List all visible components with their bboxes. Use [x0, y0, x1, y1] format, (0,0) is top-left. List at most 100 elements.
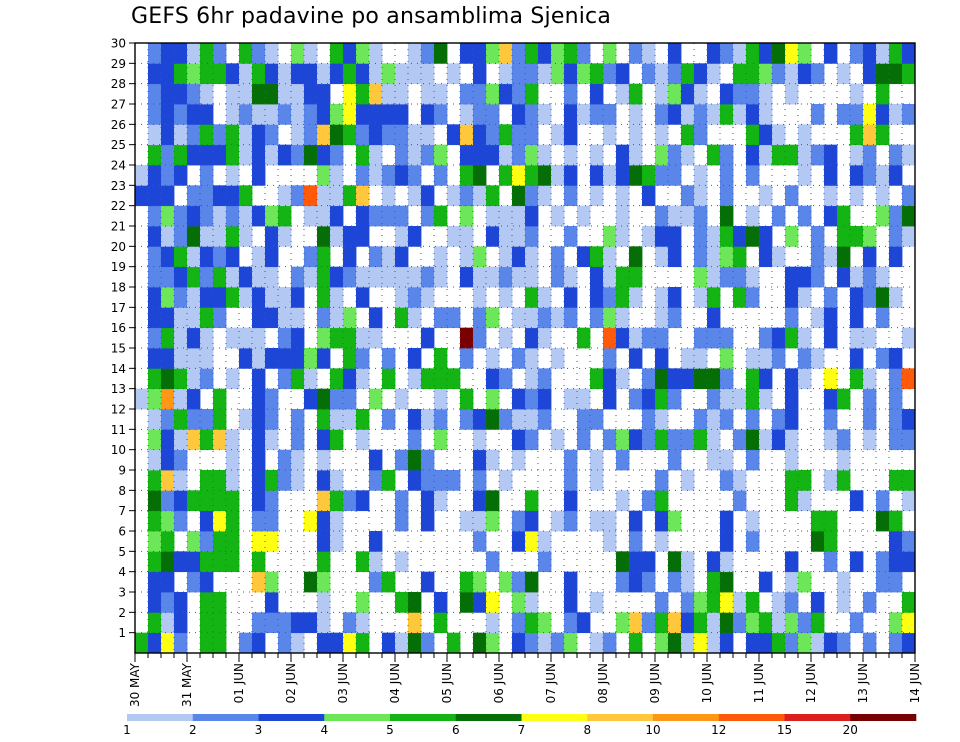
heatmap-cell-member-9-step-12: [291, 470, 305, 491]
colorbar-swatch-10: [718, 714, 785, 721]
heatmap-cell-member-29-step-26: [473, 63, 487, 85]
heatmap-cell-member-7-step-41: [668, 510, 682, 532]
heatmap-cell-member-1-step-1: [148, 632, 162, 654]
heatmap-cell-member-8-step-17: [356, 490, 370, 512]
heatmap-cell-member-4-step-2: [161, 571, 175, 593]
heatmap-cell-member-18-step-6: [213, 287, 227, 308]
heatmap-cell-member-19-step-17: [356, 266, 370, 288]
heatmap-cell-member-15-step-10: [265, 348, 279, 369]
heatmap-cell-member-15-step-29: [512, 348, 526, 369]
heatmap-cell-member-13-step-0: [135, 388, 149, 410]
heatmap-cell-member-21-step-44: [707, 226, 721, 247]
colorbar-swatch-5: [390, 714, 457, 721]
heatmap-cell-member-15-step-2: [161, 348, 175, 369]
heatmap-cell-member-18-step-9: [252, 287, 266, 308]
heatmap-cell-member-28-step-38: [629, 83, 643, 105]
heatmap-cell-member-24-step-29: [512, 165, 526, 186]
heatmap-cell-member-20-step-10: [265, 246, 279, 268]
heatmap-cell-member-26-step-40: [655, 124, 669, 146]
heatmap-cell-member-27-step-16: [343, 104, 357, 125]
heatmap-cell-member-14-step-36: [603, 368, 617, 390]
heatmap-cell-member-9-step-2: [161, 470, 175, 491]
heatmap-cell-member-10-step-54: [837, 449, 851, 471]
heatmap-cell-member-18-step-5: [200, 287, 214, 308]
heatmap-cell-member-12-step-3: [174, 409, 188, 430]
heatmap-cell-member-25-step-14: [317, 144, 331, 166]
heatmap-cell-member-27-step-22: [421, 104, 435, 125]
heatmap-cell-member-19-step-37: [616, 266, 630, 288]
x-tick-label-14: 13 JUN: [856, 663, 870, 703]
y-tick-label-16: 16: [111, 321, 126, 335]
heatmap-cell-member-8-step-2: [161, 490, 175, 512]
heatmap-cell-member-29-step-3: [174, 63, 188, 85]
heatmap-cell-member-26-step-38: [629, 124, 643, 146]
heatmap-cell-member-28-step-16: [343, 83, 357, 105]
heatmap-cell-member-13-step-38: [629, 388, 643, 410]
heatmap-cell-member-29-step-49: [772, 63, 786, 85]
heatmap-cell-member-27-step-4: [187, 104, 201, 125]
y-tick-label-29: 29: [111, 57, 126, 71]
heatmap-cell-member-29-step-52: [811, 63, 825, 85]
heatmap-cell-member-27-step-30: [525, 104, 539, 125]
heatmap-cell-member-1-step-26: [473, 632, 487, 654]
heatmap-cell-member-29-step-21: [408, 63, 422, 85]
heatmap-cell-member-7-step-26: [473, 510, 487, 532]
heatmap-cell-member-8-step-27: [486, 490, 500, 512]
heatmap-cell-member-16-step-11: [278, 327, 292, 349]
y-tick-label-17: 17: [111, 301, 126, 315]
heatmap-cell-member-23-step-16: [343, 185, 357, 207]
heatmap-cell-member-27-step-5: [200, 104, 214, 125]
heatmap-cell-member-23-step-24: [447, 185, 461, 207]
heatmap-cell-member-13-step-54: [837, 388, 851, 410]
heatmap-cell-member-1-step-44: [707, 632, 721, 654]
heatmap-cell-member-16-step-56: [863, 327, 877, 349]
heatmap-cell-member-28-step-23: [434, 83, 448, 105]
heatmap-cell-member-29-step-50: [785, 63, 799, 85]
heatmap-cell-member-9-step-50: [785, 470, 799, 491]
heatmap-cell-member-13-step-50: [785, 388, 799, 410]
heatmap-cell-member-29-step-39: [642, 63, 656, 85]
heatmap-cell-member-7-step-33: [564, 510, 578, 532]
heatmap-cell-member-1-step-11: [278, 632, 292, 654]
heatmap-cell-member-23-step-19: [382, 185, 396, 207]
heatmap-cell-member-8-step-46: [733, 490, 747, 512]
heatmap-cell-member-4-step-50: [785, 571, 799, 593]
heatmap-cell-member-13-step-31: [538, 388, 552, 410]
heatmap-cell-member-27-step-35: [590, 104, 604, 125]
heatmap-cell-member-2-step-10: [265, 612, 279, 634]
heatmap-cell-member-18-step-21: [408, 287, 422, 308]
heatmap-cell-member-22-step-20: [395, 205, 409, 227]
heatmap-cell-member-11-step-32: [551, 429, 565, 451]
heatmap-cell-member-23-step-43: [694, 185, 708, 207]
heatmap-cell-member-2-step-52: [811, 612, 825, 634]
heatmap-cell-member-20-step-2: [161, 246, 175, 268]
heatmap-cell-member-10-step-1: [148, 449, 162, 471]
heatmap-cell-member-30-step-5: [200, 43, 214, 64]
heatmap-cell-member-14-step-23: [434, 368, 448, 390]
heatmap-cell-member-24-step-35: [590, 165, 604, 186]
heatmap-cell-member-9-step-23: [434, 470, 448, 491]
heatmap-cell-member-26-step-20: [395, 124, 409, 146]
heatmap-cell-member-10-step-12: [291, 449, 305, 471]
heatmap-cell-member-25-step-17: [356, 144, 370, 166]
heatmap-cell-member-28-step-2: [161, 83, 175, 105]
heatmap-cell-member-2-step-27: [486, 612, 500, 634]
heatmap-cell-member-3-step-46: [733, 592, 747, 613]
heatmap-cell-member-5-step-3: [174, 551, 188, 573]
heatmap-cell-member-29-step-29: [512, 63, 526, 85]
heatmap-cell-member-26-step-49: [772, 124, 786, 146]
heatmap-cell-member-5-step-44: [707, 551, 721, 573]
heatmap-cell-member-11-step-17: [356, 429, 370, 451]
heatmap-cell-member-3-step-2: [161, 592, 175, 613]
heatmap-cell-member-8-step-1: [148, 490, 162, 512]
heatmap-cell-member-29-step-57: [876, 63, 890, 85]
heatmap-cell-member-19-step-50: [785, 266, 799, 288]
heatmap-cell-member-9-step-58: [889, 470, 903, 491]
heatmap-cell-member-23-step-5: [200, 185, 214, 207]
heatmap-cell-member-11-step-53: [824, 429, 838, 451]
heatmap-cell-member-11-step-29: [512, 429, 526, 451]
heatmap-cell-member-20-step-4: [187, 246, 201, 268]
heatmap-cell-member-20-step-58: [889, 246, 903, 268]
heatmap-cell-member-19-step-23: [434, 266, 448, 288]
heatmap-cell-member-4-step-58: [889, 571, 903, 593]
